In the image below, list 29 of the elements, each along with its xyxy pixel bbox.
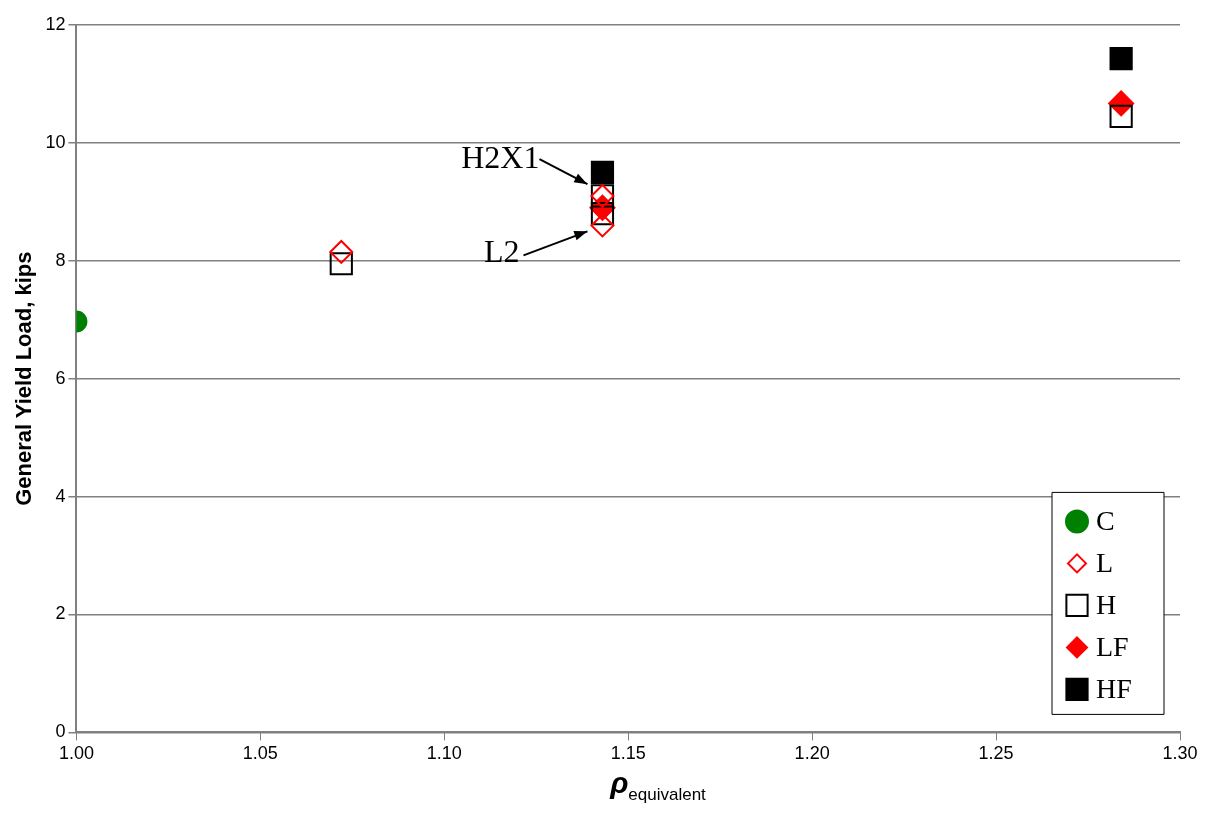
y-tick-label: 10 bbox=[45, 131, 66, 152]
point bbox=[1109, 47, 1133, 71]
y-tick-label: 4 bbox=[55, 485, 66, 506]
annotation: L2 bbox=[483, 232, 520, 269]
y-tick-label: 8 bbox=[55, 249, 66, 270]
x-tick-label: 1.15 bbox=[610, 743, 646, 764]
y-tick-label: 2 bbox=[55, 603, 66, 624]
y-tick-label: 0 bbox=[55, 721, 66, 742]
legend-label: H bbox=[1096, 588, 1117, 620]
point bbox=[1109, 104, 1133, 128]
legend-label: HF bbox=[1096, 672, 1132, 704]
annotation: H2X1 bbox=[461, 138, 540, 175]
x-tick-label: 1.20 bbox=[794, 743, 830, 764]
x-tick-label: 1.25 bbox=[978, 743, 1014, 764]
x-tick-label: 1.00 bbox=[58, 743, 94, 764]
point bbox=[329, 239, 354, 264]
x-tick-label: 1.10 bbox=[426, 743, 462, 764]
x-tick-label: 1.30 bbox=[1162, 743, 1198, 764]
y-axis-title: General Yield Load, kips bbox=[11, 251, 37, 506]
legend-label: LF bbox=[1096, 630, 1129, 662]
legend-label: L bbox=[1096, 546, 1114, 578]
legend-label: C bbox=[1096, 504, 1115, 536]
x-axis-title: ρ$_{equivalent}$ bbox=[608, 766, 707, 805]
y-tick-label: 12 bbox=[45, 13, 66, 34]
y-tick-label: 6 bbox=[55, 367, 66, 388]
point bbox=[329, 252, 353, 276]
point bbox=[590, 202, 615, 226]
point bbox=[590, 160, 615, 184]
x-tick-label: 1.05 bbox=[242, 743, 278, 764]
